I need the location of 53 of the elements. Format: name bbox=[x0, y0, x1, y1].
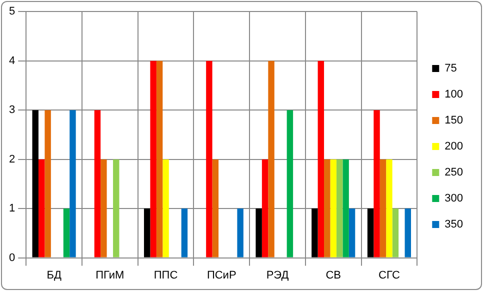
x-tick-label: РЭД bbox=[266, 269, 290, 282]
bar bbox=[44, 110, 51, 258]
bar bbox=[181, 208, 188, 258]
bar bbox=[286, 110, 294, 258]
bar bbox=[206, 60, 212, 258]
bar bbox=[348, 208, 356, 258]
bar bbox=[380, 159, 386, 258]
bar bbox=[336, 159, 343, 258]
bar bbox=[392, 208, 399, 258]
bar bbox=[32, 110, 38, 258]
bar bbox=[268, 60, 274, 258]
bar bbox=[113, 159, 120, 258]
x-tick-label: ПГиМ bbox=[96, 269, 124, 282]
bar bbox=[256, 208, 262, 258]
bar bbox=[100, 159, 107, 258]
bar bbox=[342, 159, 349, 258]
x-tick-label: СВ bbox=[326, 269, 341, 282]
y-tick-label: 3 bbox=[8, 104, 16, 116]
bar bbox=[312, 208, 318, 258]
bar bbox=[262, 159, 268, 258]
bar bbox=[330, 159, 336, 258]
bar bbox=[386, 159, 392, 258]
bar bbox=[144, 208, 150, 258]
bar bbox=[374, 110, 380, 258]
bar bbox=[318, 60, 324, 258]
legend-label: 200 bbox=[444, 140, 464, 153]
legend-label: 75 bbox=[444, 62, 457, 75]
bar bbox=[150, 60, 156, 258]
x-tick-label: БД bbox=[46, 269, 62, 282]
bar bbox=[63, 208, 70, 258]
legend-label: 300 bbox=[444, 192, 464, 205]
y-tick-label: 0 bbox=[8, 252, 16, 264]
x-tick-label: ППС bbox=[154, 269, 178, 282]
bar bbox=[38, 159, 45, 258]
bar bbox=[94, 110, 101, 258]
bar bbox=[367, 208, 374, 258]
bar bbox=[162, 159, 169, 258]
x-tick-label: ПСиР bbox=[206, 269, 236, 282]
bar bbox=[212, 159, 219, 258]
legend-label: 250 bbox=[444, 166, 464, 179]
y-tick-label: 5 bbox=[8, 6, 16, 18]
legend-label: 100 bbox=[444, 88, 464, 101]
bar bbox=[237, 208, 244, 258]
y-tick-label: 4 bbox=[8, 54, 16, 67]
x-tick-label: СГС bbox=[378, 269, 400, 282]
bar bbox=[324, 159, 330, 258]
bar bbox=[156, 60, 163, 258]
legend-label: 150 bbox=[444, 114, 464, 127]
bar bbox=[404, 208, 411, 258]
bar bbox=[70, 110, 76, 258]
legend-label: 350 bbox=[444, 218, 464, 231]
y-tick-label: 1 bbox=[8, 202, 16, 215]
y-tick-label: 2 bbox=[8, 153, 16, 166]
